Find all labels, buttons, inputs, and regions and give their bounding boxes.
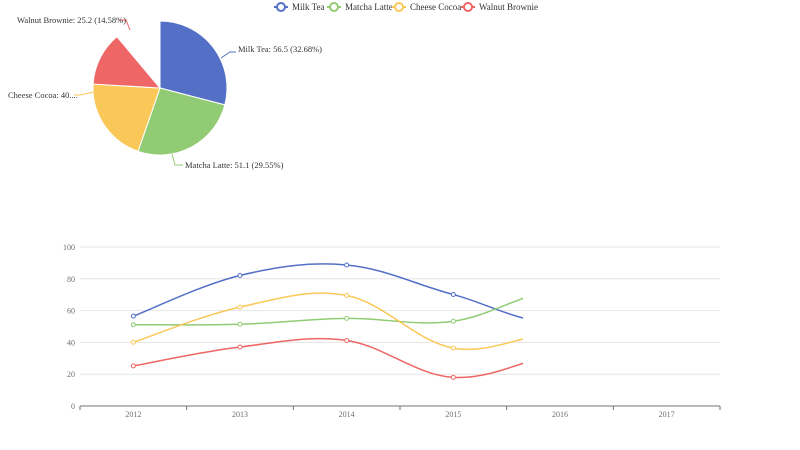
series-line xyxy=(133,337,523,379)
data-point[interactable] xyxy=(450,318,456,324)
legend-item-walnut-brownie[interactable]: Walnut Brownie xyxy=(461,2,538,12)
y-tick-label: 60 xyxy=(67,307,75,316)
x-tick-label: 2013 xyxy=(232,410,248,419)
pie-label: Cheese Cocoa: 40.... xyxy=(8,90,78,100)
pie-slice-matcha-latte[interactable] xyxy=(137,87,226,156)
x-tick-label: 2016 xyxy=(552,410,568,419)
x-tick-label: 2015 xyxy=(445,410,461,419)
data-point[interactable] xyxy=(130,313,136,319)
data-point[interactable] xyxy=(450,345,456,351)
legend-marker-icon xyxy=(394,2,404,12)
pie-label-line xyxy=(74,91,95,96)
legend-label: Cheese Cocoa xyxy=(410,2,461,12)
series-line xyxy=(133,297,523,326)
legend-label: Walnut Brownie xyxy=(479,2,538,12)
y-tick-label: 80 xyxy=(67,275,75,284)
series-line xyxy=(133,263,523,319)
pie-label-line xyxy=(220,51,236,59)
legend-marker-icon xyxy=(276,2,286,12)
y-tick-label: 20 xyxy=(67,370,75,379)
legend-item-milk-tea[interactable]: Milk Tea xyxy=(274,2,324,12)
legend-label: Matcha Latte xyxy=(345,2,393,12)
pie-label-line xyxy=(171,153,183,166)
pie-label-line xyxy=(119,19,131,31)
data-point[interactable] xyxy=(130,322,136,328)
data-point[interactable] xyxy=(450,292,456,298)
pie-label: Milk Tea: 56.5 (32.68%) xyxy=(238,44,322,54)
data-point[interactable] xyxy=(237,272,243,278)
data-point[interactable] xyxy=(450,374,456,380)
legend-marker-icon xyxy=(329,2,339,12)
x-tick-label: 2014 xyxy=(339,410,355,419)
y-tick-label: 100 xyxy=(63,243,75,252)
y-tick-label: 0 xyxy=(71,402,75,411)
data-point[interactable] xyxy=(344,262,350,268)
series-walnut-brownie xyxy=(130,337,523,380)
data-point[interactable] xyxy=(237,321,243,327)
legend-label: Milk Tea xyxy=(292,2,324,12)
data-point[interactable] xyxy=(237,304,243,310)
data-point[interactable] xyxy=(344,292,350,298)
data-point[interactable] xyxy=(344,315,350,321)
x-tick-label: 2017 xyxy=(659,410,675,419)
pie-label: Walnut Brownie: 25.2 (14.58%) xyxy=(17,15,126,25)
data-point[interactable] xyxy=(237,344,243,350)
y-tick-label: 40 xyxy=(67,338,75,347)
x-tick-label: 2012 xyxy=(125,410,141,419)
pie-label: Matcha Latte: 51.1 (29.55%) xyxy=(185,160,284,170)
series-milk-tea xyxy=(130,262,523,319)
series-line xyxy=(133,292,523,351)
pie-slice-cheese-cocoa[interactable] xyxy=(92,83,161,152)
data-point[interactable] xyxy=(344,337,350,343)
legend-item-cheese-cocoa[interactable]: Cheese Cocoa xyxy=(392,2,461,12)
legend-item-matcha-latte[interactable]: Matcha Latte xyxy=(327,2,393,12)
data-point[interactable] xyxy=(130,339,136,345)
data-point[interactable] xyxy=(130,363,136,369)
legend-marker-icon xyxy=(463,2,473,12)
pie-slice-walnut-brownie[interactable] xyxy=(92,35,162,89)
series-cheese-cocoa xyxy=(130,292,523,351)
pie-slice-milk-tea[interactable] xyxy=(159,20,228,106)
